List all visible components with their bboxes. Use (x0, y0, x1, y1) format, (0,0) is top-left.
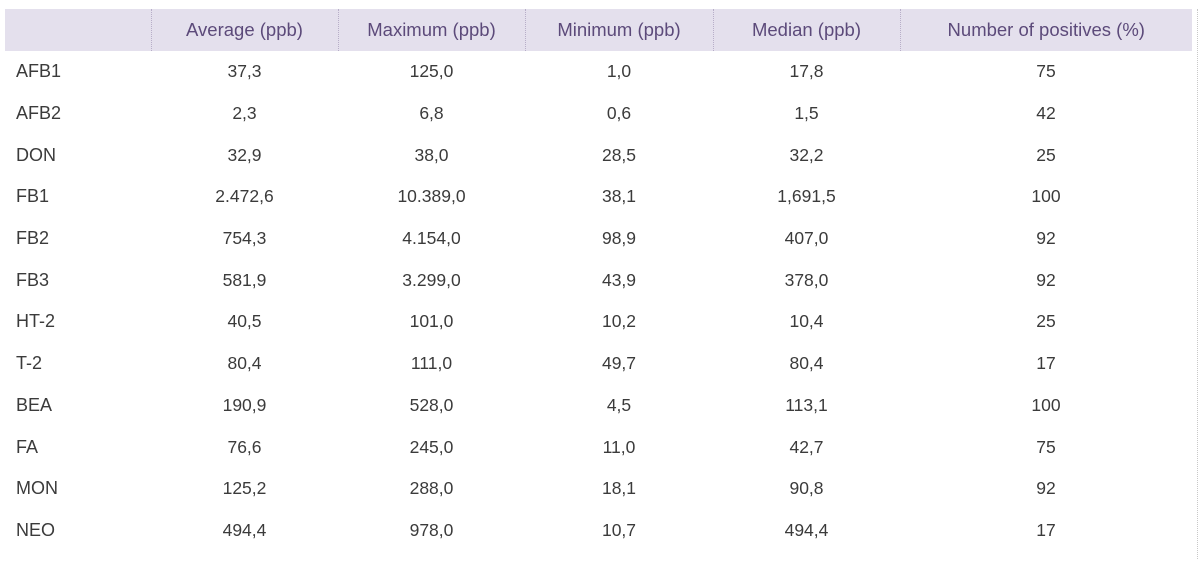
average-cell: 125,2 (222, 478, 267, 499)
positives-cell: 92 (1036, 228, 1056, 249)
minimum-cell: 4,5 (606, 394, 632, 415)
maximum-cell: 38,0 (414, 144, 449, 165)
median-cell: 1,691,5 (777, 186, 836, 207)
maximum-cell: 288,0 (409, 478, 454, 499)
positives-cell: 75 (1036, 436, 1056, 457)
median-cell: 1,5 (794, 103, 819, 124)
maximum-cell: 101,0 (409, 311, 454, 332)
minimum-cell: 98,9 (601, 228, 637, 249)
table-body: AFB1 37,3 125,0 1,0 17,8 75 AFB2 2,3 6,8 0,6 1,5 42… (5, 51, 1192, 551)
positives-cell: 17 (1036, 519, 1056, 540)
average-cell: 190,9 (222, 394, 267, 415)
minimum-cell: 28,5 (601, 144, 637, 165)
header-maximum: Maximum (ppb) (337, 9, 525, 51)
positives-cell: 42 (1036, 103, 1056, 124)
positives-cell: 17 (1036, 353, 1056, 374)
average-cell: 754,3 (222, 228, 267, 249)
table-row: FB3 581,9 3.299,0 43,9 378,0 92 (5, 259, 1192, 301)
median-cell: 378,0 (784, 269, 829, 290)
maximum-cell: 111,0 (410, 353, 453, 374)
average-cell: 76,6 (227, 436, 262, 457)
table-row: FB1 2.472,6 10.389,0 38,1 1,691,5 100 (5, 176, 1192, 218)
mycotoxin-name-cell: FB2 (16, 228, 50, 249)
minimum-cell: 49,7 (601, 353, 637, 374)
mycotoxin-name-cell: DON (16, 144, 56, 165)
mycotoxin-name-cell: FA (16, 436, 39, 457)
mycotoxin-name-cell: AFB1 (16, 61, 62, 82)
maximum-cell: 3.299,0 (402, 269, 461, 290)
mycotoxin-name-cell: FB1 (16, 186, 50, 207)
median-cell: 42,7 (789, 436, 824, 457)
maximum-cell: 6,8 (419, 103, 444, 124)
mycotoxin-name-cell: FB3 (16, 269, 50, 290)
median-cell: 494,4 (784, 519, 829, 540)
median-cell: 10,4 (789, 311, 824, 332)
average-cell: 40,5 (227, 311, 262, 332)
average-cell: 2.472,6 (215, 186, 274, 207)
maximum-cell: 245,0 (409, 436, 454, 457)
table-row: FB2 754,3 4.154,0 98,9 407,0 92 (5, 218, 1192, 260)
positives-cell: 25 (1036, 144, 1056, 165)
minimum-cell: 1,0 (606, 61, 632, 82)
mycotoxin-name-cell: BEA (16, 394, 53, 415)
table-header-row: Average (ppb) Maximum (ppb) Minimum (ppb… (5, 9, 1192, 51)
right-dotted-rule (1197, 9, 1198, 559)
positives-cell: 100 (1031, 186, 1061, 207)
mycotoxin-statistics-table: Average (ppb) Maximum (ppb) Minimum (ppb… (5, 9, 1192, 551)
minimum-cell: 0,6 (606, 103, 632, 124)
maximum-cell: 528,0 (409, 394, 454, 415)
median-cell: 17,8 (789, 61, 824, 82)
maximum-cell: 4.154,0 (402, 228, 461, 249)
header-positives: Number of positives (%) (899, 9, 1192, 51)
median-cell: 32,2 (789, 144, 824, 165)
minimum-cell: 10,7 (601, 519, 637, 540)
positives-cell: 92 (1036, 478, 1056, 499)
mycotoxin-name-cell: HT-2 (16, 311, 56, 332)
header-minimum: Minimum (ppb) (524, 9, 713, 51)
mycotoxin-name-cell: NEO (16, 519, 56, 540)
median-cell: 80,4 (789, 353, 824, 374)
table-row: DON 32,9 38,0 28,5 32,2 25 (5, 134, 1192, 176)
table-row: MON 125,2 288,0 18,1 90,8 92 (5, 468, 1192, 510)
average-cell: 494,4 (222, 519, 267, 540)
table-row: AFB2 2,3 6,8 0,6 1,5 42 (5, 93, 1192, 135)
minimum-cell: 11,0 (602, 436, 636, 457)
minimum-cell: 18,1 (601, 478, 637, 499)
table-row: HT-2 40,5 101,0 10,2 10,4 25 (5, 301, 1192, 343)
positives-cell: 75 (1036, 61, 1056, 82)
average-cell: 581,9 (222, 269, 267, 290)
header-median: Median (ppb) (712, 9, 900, 51)
average-cell: 80,4 (227, 353, 262, 374)
minimum-cell: 43,9 (601, 269, 637, 290)
average-cell: 37,3 (227, 61, 262, 82)
positives-cell: 100 (1031, 394, 1061, 415)
minimum-cell: 10,2 (601, 311, 637, 332)
positives-cell: 25 (1036, 311, 1056, 332)
median-cell: 407,0 (784, 228, 829, 249)
mycotoxin-table-frame: Average (ppb) Maximum (ppb) Minimum (ppb… (5, 9, 1198, 559)
median-cell: 90,8 (789, 478, 824, 499)
header-average: Average (ppb) (150, 9, 338, 51)
average-cell: 32,9 (227, 144, 262, 165)
maximum-cell: 125,0 (409, 61, 454, 82)
mycotoxin-name-cell: AFB2 (16, 103, 62, 124)
table-row: BEA 190,9 528,0 4,5 113,1 100 (5, 385, 1192, 427)
maximum-cell: 978,0 (409, 519, 454, 540)
table-row: NEO 494,4 978,0 10,7 494,4 17 (5, 510, 1192, 552)
mycotoxin-name-cell: T-2 (16, 353, 43, 374)
table-row: FA 76,6 245,0 11,0 42,7 75 (5, 426, 1192, 468)
table-row: AFB1 37,3 125,0 1,0 17,8 75 (5, 51, 1192, 93)
minimum-cell: 38,1 (601, 186, 637, 207)
header-empty-cell (5, 9, 151, 51)
table-row: T-2 80,4 111,0 49,7 80,4 17 (5, 343, 1192, 385)
positives-cell: 92 (1036, 269, 1056, 290)
mycotoxin-name-cell: MON (16, 478, 58, 499)
average-cell: 2,3 (232, 103, 257, 124)
median-cell: 113,1 (785, 394, 828, 415)
maximum-cell: 10.389,0 (397, 186, 466, 207)
